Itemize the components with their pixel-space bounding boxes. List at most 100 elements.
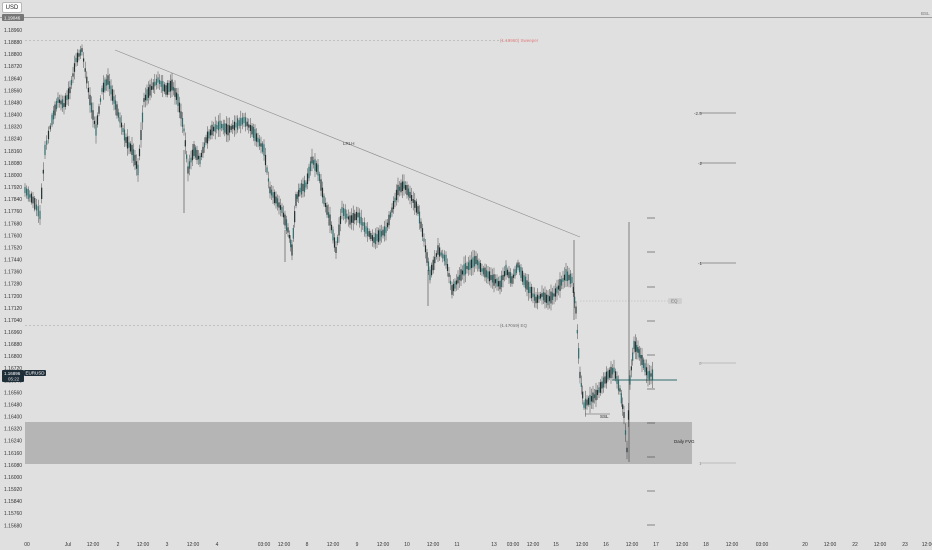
candle-body	[578, 348, 580, 359]
candle-body	[482, 268, 485, 275]
candle-body	[572, 287, 574, 293]
candle-body	[583, 402, 585, 408]
candle-body	[566, 271, 569, 282]
candle-body	[565, 269, 567, 281]
candle-body	[515, 264, 518, 273]
candle-body	[344, 209, 346, 219]
time-axis-label: 11	[454, 542, 459, 548]
candle-body	[415, 201, 417, 213]
candle-body	[116, 104, 118, 116]
candle-body	[93, 120, 96, 125]
candle-body	[233, 121, 235, 131]
candle-body	[440, 252, 442, 256]
candle-body	[526, 280, 528, 290]
candle-body	[261, 143, 264, 152]
candle-body	[557, 285, 560, 290]
candle-body	[47, 130, 50, 140]
candle-body	[163, 84, 165, 92]
candle-body	[377, 230, 380, 243]
price-axis[interactable]: 1.18960 1.18880 1.18800 1.18720 1.18640 1.185…	[4, 28, 22, 529]
candle-body	[493, 274, 495, 286]
price-axis-label: 1.17280	[4, 282, 22, 288]
candle-body	[84, 68, 86, 72]
candle-body	[634, 341, 636, 352]
time-axis[interactable]: 00 Jul 12:00 2 12:00 3 12:00 4 03:00 12:00 8 12:00 9…	[24, 542, 932, 548]
candle-body	[569, 273, 572, 284]
candle-body	[78, 53, 80, 57]
candle-body	[171, 79, 173, 91]
candle-body	[373, 237, 375, 243]
candle-body	[633, 340, 635, 350]
candle-body	[125, 137, 127, 143]
candle-body	[508, 271, 510, 279]
candle-body	[197, 155, 200, 160]
candle-body	[414, 200, 416, 208]
candle-body	[538, 295, 540, 300]
candle-body	[629, 375, 631, 385]
candle-body	[473, 256, 476, 267]
price-axis-label: 1.17680	[4, 221, 22, 227]
candle-body	[248, 124, 250, 128]
candle-body	[511, 276, 513, 284]
candle-body	[535, 296, 537, 304]
time-axis-label: 03:00	[507, 542, 520, 548]
currency-button[interactable]: USD	[2, 2, 22, 13]
price-axis-label: 1.18400	[4, 113, 22, 119]
candle-body	[285, 219, 288, 231]
candle-body	[57, 97, 59, 103]
candle-body	[323, 195, 325, 205]
candle-body	[203, 142, 206, 148]
candle-body	[117, 112, 120, 118]
price-axis-label: 1.18640	[4, 76, 22, 82]
candle-body	[205, 137, 207, 143]
time-axis-label: 00	[24, 542, 30, 548]
candle-body	[406, 185, 408, 195]
candle-body	[395, 189, 398, 201]
candle-body	[102, 82, 105, 93]
candle-body	[626, 447, 628, 453]
price-axis-label: 1.17760	[4, 209, 22, 215]
candle-body	[518, 265, 521, 273]
candle-body	[392, 200, 395, 210]
candle-body	[391, 207, 393, 213]
time-axis-label: 8	[306, 542, 309, 548]
candle-body	[317, 164, 319, 176]
candle-body	[349, 215, 351, 225]
candle-body	[318, 174, 321, 181]
candle-body	[470, 259, 473, 269]
svg-text:-1: -1	[698, 261, 702, 266]
candle-body	[418, 211, 421, 224]
time-axis-label: 12:00	[278, 542, 291, 548]
candle-body	[214, 124, 216, 132]
candle-body	[44, 144, 46, 156]
candle-body	[556, 286, 558, 294]
candle-body	[576, 329, 578, 334]
price-axis-label: 1.16240	[4, 439, 22, 445]
candle-body	[86, 76, 88, 84]
candle-body	[640, 354, 642, 359]
swing-high-label: (1.18960) Sweeper	[500, 38, 539, 43]
price-axis-label: 1.16880	[4, 342, 22, 348]
candle-body	[367, 227, 369, 237]
candle-body	[299, 187, 301, 193]
candle-body	[243, 116, 245, 124]
candle-body	[529, 286, 531, 293]
candle-body	[505, 264, 507, 276]
candle-body	[435, 253, 437, 257]
candle-body	[442, 253, 444, 259]
candle-body	[144, 94, 147, 101]
price-axis-label: 1.17120	[4, 306, 22, 312]
svg-text:0: 0	[699, 361, 702, 366]
candle-body	[162, 80, 164, 92]
candle-body	[190, 157, 192, 163]
candle-body	[122, 128, 124, 132]
price-axis-label: 1.17440	[4, 258, 22, 264]
candle-body	[426, 252, 428, 263]
candle-body	[647, 371, 649, 379]
candle-body	[523, 275, 525, 285]
candle-body	[560, 279, 563, 286]
candle-body	[602, 377, 605, 388]
candle-body	[147, 87, 150, 98]
countdown-text: 05:22	[8, 377, 20, 382]
